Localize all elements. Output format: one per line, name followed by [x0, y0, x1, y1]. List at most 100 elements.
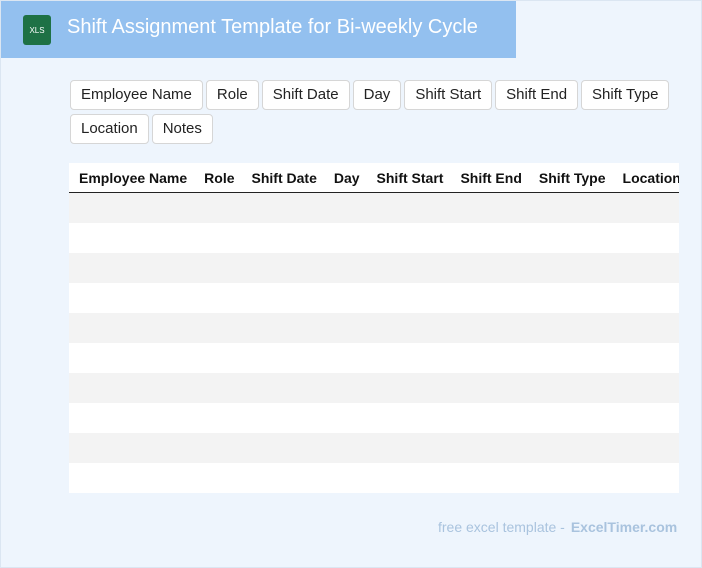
table-cell	[612, 463, 679, 493]
table-row	[69, 253, 679, 283]
table-cell	[450, 433, 529, 463]
table-cell	[612, 192, 679, 223]
column-header: Shift Type	[528, 163, 613, 193]
table-cell	[241, 283, 324, 313]
table-cell	[194, 433, 242, 463]
footer: free excel template - ExcelTimer.com	[438, 519, 677, 535]
table-cell	[323, 223, 367, 253]
table-cell	[69, 403, 195, 433]
table-cell	[194, 343, 242, 373]
table-cell	[366, 253, 451, 283]
table-body	[69, 192, 679, 493]
header-row: Employee Name Role Shift Date Day Shift Star…	[69, 163, 679, 193]
table-cell	[450, 463, 529, 493]
table-row	[69, 192, 679, 223]
field-chip[interactable]: Notes	[151, 114, 213, 144]
table-cell	[323, 343, 367, 373]
table-cell	[323, 463, 367, 493]
table-cell	[450, 343, 529, 373]
page-title: Shift Assignment Template for Bi-weekly …	[67, 16, 478, 38]
table-cell	[528, 253, 613, 283]
column-header: Day	[323, 163, 367, 193]
table-cell	[69, 433, 195, 463]
field-chip[interactable]: Day	[352, 80, 402, 110]
column-header: Employee Name	[69, 163, 195, 193]
table-row	[69, 343, 679, 373]
column-header: Shift Start	[366, 163, 451, 193]
table-row	[69, 373, 679, 403]
table-cell	[194, 403, 242, 433]
table-row	[69, 283, 679, 313]
table-cell	[241, 433, 324, 463]
footer-brand[interactable]: ExcelTimer.com	[570, 519, 678, 535]
table-cell	[241, 192, 324, 223]
table-wrap: Employee Name Role Shift Date Day Shift Star…	[69, 163, 679, 493]
table-cell	[528, 463, 613, 493]
field-chip[interactable]: Shift Start	[404, 80, 493, 110]
table-cell	[69, 313, 195, 343]
table-row	[69, 433, 679, 463]
table-cell	[366, 343, 451, 373]
table-cell	[69, 373, 195, 403]
table-cell	[241, 223, 324, 253]
table-cell	[528, 433, 613, 463]
table-cell	[450, 253, 529, 283]
table-cell	[323, 373, 367, 403]
table-cell	[366, 223, 451, 253]
field-chip[interactable]: Shift Type	[581, 80, 670, 110]
data-table: Employee Name Role Shift Date Day Shift Star…	[69, 163, 679, 493]
table-row	[69, 403, 679, 433]
table-cell	[366, 192, 451, 223]
table-cell	[450, 313, 529, 343]
field-chip[interactable]: Location	[70, 114, 149, 144]
column-header: Location	[612, 163, 679, 193]
file-icon: XLS	[23, 15, 51, 45]
table-cell	[69, 192, 195, 223]
table-cell	[194, 313, 242, 343]
table-cell	[241, 343, 324, 373]
table-cell	[528, 192, 613, 223]
table-cell	[612, 433, 679, 463]
table-cell	[323, 283, 367, 313]
column-header: Role	[194, 163, 242, 193]
table-cell	[612, 253, 679, 283]
table-row	[69, 313, 679, 343]
table-cell	[450, 223, 529, 253]
table-cell	[366, 283, 451, 313]
table-cell	[612, 223, 679, 253]
field-chip[interactable]: Shift Date	[261, 80, 350, 110]
table-cell	[528, 283, 613, 313]
header-bar: XLS Shift Assignment Template for Bi-wee…	[1, 1, 516, 58]
table-cell	[194, 253, 242, 283]
table-cell	[323, 253, 367, 283]
table-cell	[323, 403, 367, 433]
table-cell	[450, 283, 529, 313]
table-cell	[69, 253, 195, 283]
table-cell	[194, 192, 242, 223]
table-cell	[323, 433, 367, 463]
field-chip[interactable]: Shift End	[495, 80, 579, 110]
field-chip[interactable]: Employee Name	[70, 80, 203, 110]
table-cell	[366, 313, 451, 343]
table-cell	[366, 373, 451, 403]
table-cell	[612, 283, 679, 313]
table-cell	[69, 223, 195, 253]
table-cell	[241, 403, 324, 433]
table-cell	[450, 403, 529, 433]
field-chip[interactable]: Role	[205, 80, 259, 110]
table-cell	[366, 463, 451, 493]
table-cell	[241, 373, 324, 403]
table-cell	[366, 403, 451, 433]
column-header: Shift End	[450, 163, 529, 193]
table-cell	[528, 313, 613, 343]
table-cell	[612, 343, 679, 373]
table-cell	[69, 463, 195, 493]
table-row	[69, 463, 679, 493]
table-cell	[194, 223, 242, 253]
table-cell	[528, 223, 613, 253]
table-cell	[241, 463, 324, 493]
field-chips: Employee Name Role Shift Date Day Shift Star…	[70, 80, 670, 144]
table-row	[69, 223, 679, 253]
table-cell	[450, 373, 529, 403]
